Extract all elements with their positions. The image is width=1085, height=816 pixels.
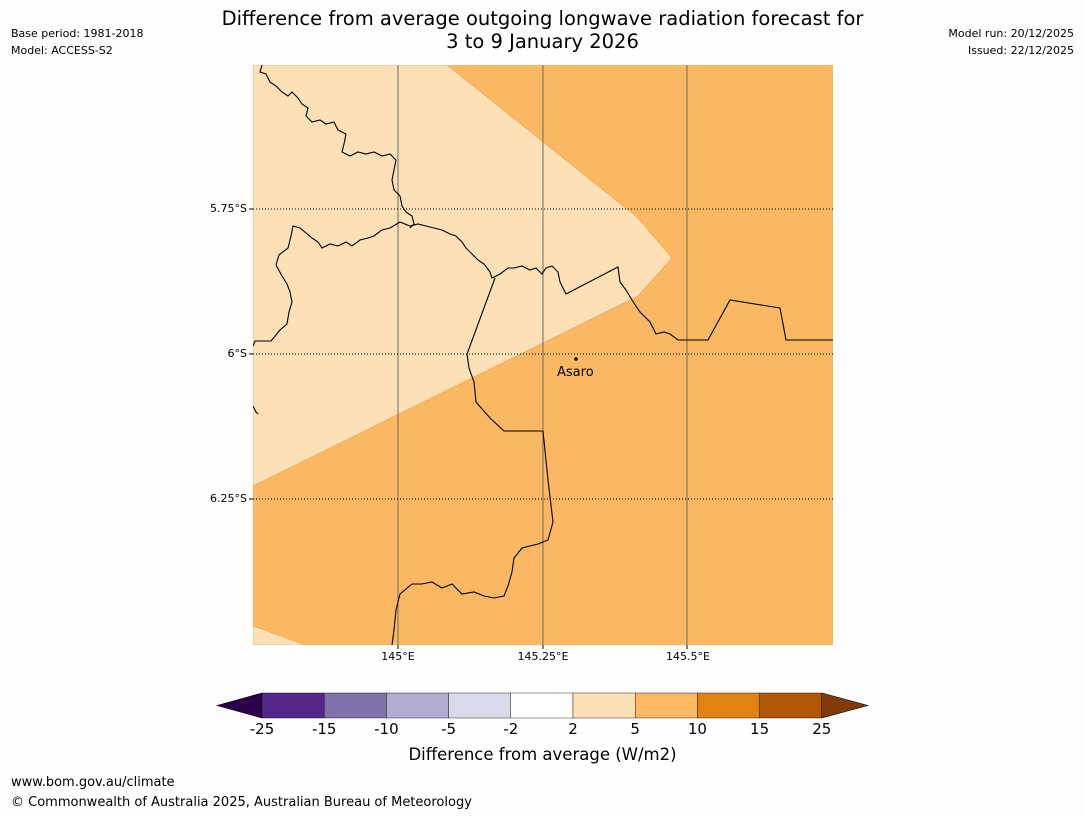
colorbar-swatch <box>261 692 325 719</box>
footer-copyright: © Commonwealth of Australia 2025, Austra… <box>11 795 472 810</box>
colorbar-swatch <box>324 692 387 719</box>
lon-label-145: 145°E <box>381 650 415 663</box>
colorbar-tick-label: 25 <box>812 720 832 738</box>
footer-url[interactable]: www.bom.gov.au/climate <box>11 775 175 790</box>
colorbar-swatch <box>448 692 512 719</box>
colorbar-swatch <box>759 692 822 719</box>
lat-label-6-25: 6.25°S <box>210 492 247 505</box>
colorbar-extend-high <box>821 692 870 719</box>
border-eastern-highlands <box>391 277 554 645</box>
gridlines <box>253 65 833 645</box>
border-central <box>253 221 833 347</box>
colorbar-swatch <box>635 692 698 719</box>
model-name: Model: ACCESS-S2 <box>11 44 113 57</box>
title-line-1: Difference from average outgoing longwav… <box>221 7 864 30</box>
colorbar-swatch <box>510 692 574 719</box>
anomaly-fill-2-5 <box>253 65 673 487</box>
colorbar-tick-label: 2 <box>568 720 578 738</box>
model-run: Model run: 20/12/2025 <box>948 27 1074 40</box>
meta-right: Model run: 20/12/2025 Issued: 22/12/2025 <box>948 25 1074 59</box>
colorbar-label: Difference from average (W/m2) <box>408 745 677 764</box>
lon-label-145-5: 145.5°E <box>666 650 710 663</box>
colorbar-swatch <box>697 692 760 719</box>
province-borders <box>253 65 833 645</box>
colorbar-tick-label: 10 <box>687 720 707 738</box>
colorbar-swatch <box>572 692 636 719</box>
axis-ticks <box>249 208 688 649</box>
colorbar-tick-label: -5 <box>441 720 457 738</box>
meta-left: Base period: 1981-2018 Model: ACCESS-S2 <box>11 25 143 59</box>
issued-date: Issued: 22/12/2025 <box>967 44 1074 57</box>
border-fragment-west <box>253 405 259 415</box>
chart-title: Difference from average outgoing longwav… <box>0 7 1085 53</box>
base-period: Base period: 1981-2018 <box>11 27 144 40</box>
colorbar-tick-label: -2 <box>503 720 519 738</box>
colorbar-tick-label: -10 <box>374 720 399 738</box>
colorbar-tick-label: 15 <box>750 720 770 738</box>
lat-label-6: 6°S <box>227 347 247 360</box>
anomaly-fill-2-5-corner <box>253 625 306 645</box>
colorbar-tick-label: 5 <box>630 720 640 738</box>
border-north <box>259 65 415 229</box>
lon-label-145-25: 145.25°E <box>517 650 569 663</box>
title-line-2: 3 to 9 January 2026 <box>446 30 639 53</box>
colorbar-swatch <box>386 692 449 719</box>
lat-label-5-75: 5.75°S <box>210 202 247 215</box>
place-marker-asaro <box>574 357 578 361</box>
colorbar-extend-low <box>215 692 263 719</box>
colorbar-tick-label: -15 <box>311 720 337 738</box>
place-label-asaro: Asaro <box>557 365 594 380</box>
colorbar-tick-label: -25 <box>249 720 275 738</box>
